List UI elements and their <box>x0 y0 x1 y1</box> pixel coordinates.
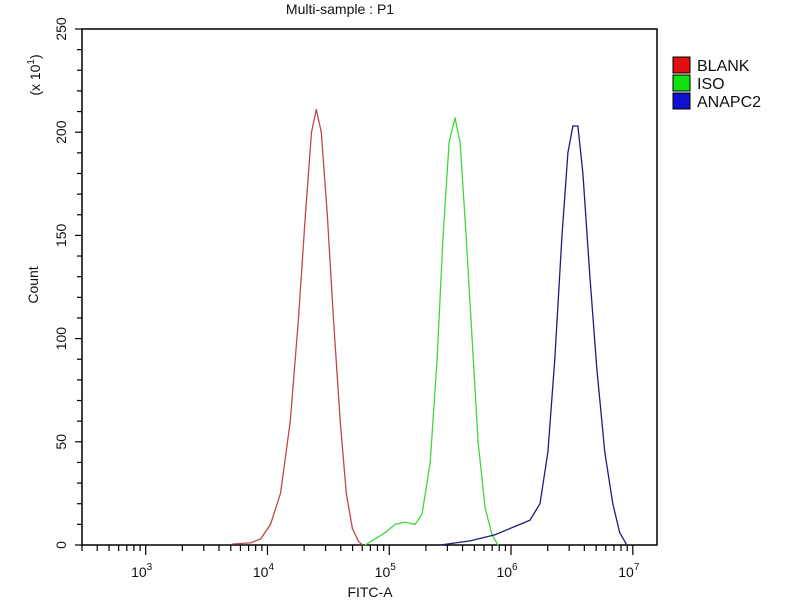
data-point-iso <box>414 523 416 525</box>
series-line-anapc2 <box>440 125 628 546</box>
data-point-iso <box>454 117 456 119</box>
data-point-anapc2 <box>439 544 441 546</box>
data-point-iso <box>448 141 450 144</box>
chart-title: Multi-sample : P1 <box>286 1 394 17</box>
data-point-blank <box>332 317 335 319</box>
data-point-anapc2 <box>577 125 579 127</box>
y-tick-label: 150 <box>53 224 69 248</box>
data-point-blank <box>345 492 347 494</box>
data-point-blank <box>310 131 313 133</box>
data-point-anapc2 <box>547 451 549 453</box>
data-point-iso <box>421 513 423 515</box>
data-point-iso <box>497 544 499 546</box>
data-point-iso <box>384 532 386 534</box>
legend-label-iso: ISO <box>697 76 725 93</box>
y-tick-label: 250 <box>53 17 69 41</box>
x-tick-label: 104 <box>253 562 275 580</box>
data-point-iso <box>465 234 467 236</box>
data-point-anapc2 <box>514 525 516 528</box>
legend-swatch-iso <box>672 74 691 92</box>
data-point-iso <box>477 441 479 443</box>
data-point-iso <box>471 338 473 340</box>
data-point-iso <box>442 234 444 236</box>
data-point-anapc2 <box>604 451 606 453</box>
series-line-blank <box>232 109 363 546</box>
data-point-blank <box>260 538 262 540</box>
x-tick-label: 107 <box>618 562 640 580</box>
data-point-iso <box>436 358 438 360</box>
data-point-blank <box>357 540 359 542</box>
data-point-iso <box>374 538 376 540</box>
series-line-iso <box>364 117 499 546</box>
y-tick-label-group: 100 <box>53 327 69 351</box>
data-point-anapc2 <box>554 358 556 360</box>
data-point-anapc2 <box>539 503 541 505</box>
y-axis-label: Count <box>25 266 41 303</box>
data-point-iso <box>404 521 406 523</box>
legend-swatch-blank <box>672 56 691 74</box>
legend-label-anapc2: ANAPC2 <box>697 94 761 111</box>
y-tick-label-group: 50 <box>53 434 69 450</box>
y-tick-label-group: 200 <box>53 120 69 144</box>
data-point-blank <box>351 527 353 530</box>
data-point-blank <box>250 542 252 544</box>
data-point-blank <box>326 214 328 216</box>
data-point-blank <box>304 214 307 216</box>
data-point-anapc2 <box>626 544 628 546</box>
y-multiplier-label: (x 101) <box>26 54 43 95</box>
data-point-iso <box>429 461 431 464</box>
data-point-anapc2 <box>612 503 614 505</box>
data-point-anapc2 <box>596 368 598 371</box>
x-tick-label: 106 <box>496 562 518 580</box>
data-point-iso <box>484 507 486 509</box>
y-tick-label-group: 150 <box>53 224 69 248</box>
data-point-anapc2 <box>572 125 574 127</box>
plot-frame <box>81 28 658 546</box>
legend-swatch-anapc2 <box>672 92 691 110</box>
data-point-iso <box>459 141 461 144</box>
data-point-anapc2 <box>582 172 584 175</box>
x-tick-label: 105 <box>375 562 397 580</box>
data-point-blank <box>361 544 363 546</box>
y-tick-label: 100 <box>53 327 69 351</box>
y-tick-label: 200 <box>53 120 69 144</box>
data-point-iso <box>394 523 396 525</box>
data-point-anapc2 <box>567 152 569 154</box>
data-point-blank <box>232 543 234 545</box>
data-point-blank <box>320 131 322 133</box>
data-point-blank <box>315 108 317 111</box>
x-tick-label: 103 <box>131 562 153 580</box>
data-point-iso <box>364 544 366 546</box>
data-point-anapc2 <box>589 276 591 278</box>
data-point-blank <box>297 317 300 319</box>
data-point-blank <box>339 420 341 422</box>
data-point-blank <box>269 523 272 525</box>
data-point-anapc2 <box>494 534 496 536</box>
data-point-anapc2 <box>619 532 621 534</box>
legend-label-blank: BLANK <box>697 58 750 75</box>
data-point-anapc2 <box>469 540 471 542</box>
x-axis-label: FITC-A <box>347 584 393 600</box>
data-point-anapc2 <box>561 234 563 236</box>
data-point-blank <box>289 420 291 422</box>
y-tick-label: 0 <box>53 541 69 549</box>
y-tick-label-group: 0 <box>53 541 69 549</box>
data-point-blank <box>279 492 282 494</box>
y-tick-label: 50 <box>53 434 69 450</box>
data-point-anapc2 <box>529 519 531 521</box>
y-tick-label-group: 250 <box>53 17 69 41</box>
